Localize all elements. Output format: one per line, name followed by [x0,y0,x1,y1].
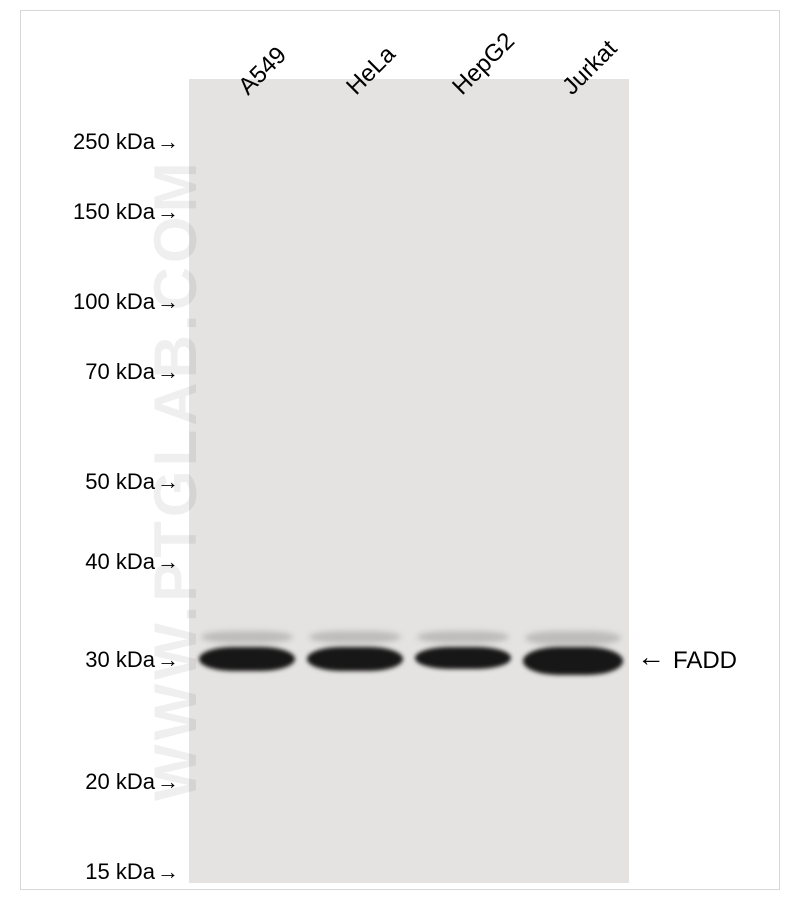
western-blot-figure: A549 HeLa HepG2 Jurkat 250 kDa→ 150 kDa→… [20,10,780,890]
arrow-right-icon: → [157,359,179,385]
main-band-row [189,647,629,683]
mw-marker-100: 100 kDa→ [39,289,179,315]
mw-marker-30: 30 kDa→ [39,647,179,673]
arrow-right-icon: → [157,769,179,795]
arrow-right-icon: → [157,859,179,885]
mw-marker-50: 50 kDa→ [39,469,179,495]
target-protein-label: FADD [673,647,737,675]
target-arrow-icon: ← [637,641,665,673]
mw-marker-20: 20 kDa→ [39,769,179,795]
mw-marker-15: 15 kDa→ [39,859,179,885]
band-lane-2 [307,647,403,671]
arrow-right-icon: → [157,289,179,315]
mw-marker-150: 150 kDa→ [39,199,179,225]
mw-marker-40: 40 kDa→ [39,549,179,575]
mw-marker-250: 250 kDa→ [39,129,179,155]
faint-band-lane-3 [417,631,509,643]
arrow-right-icon: → [157,129,179,155]
mw-marker-70: 70 kDa→ [39,359,179,385]
arrow-right-icon: → [157,647,179,673]
faint-band-lane-1 [201,631,293,643]
band-lane-3 [415,647,511,669]
arrow-right-icon: → [157,469,179,495]
arrow-right-icon: → [157,199,179,225]
band-lane-4 [523,647,623,675]
faint-band-lane-4 [525,631,621,645]
blot-membrane [189,79,629,883]
band-lane-1 [199,647,295,671]
faint-band-lane-2 [309,631,401,643]
arrow-right-icon: → [157,549,179,575]
